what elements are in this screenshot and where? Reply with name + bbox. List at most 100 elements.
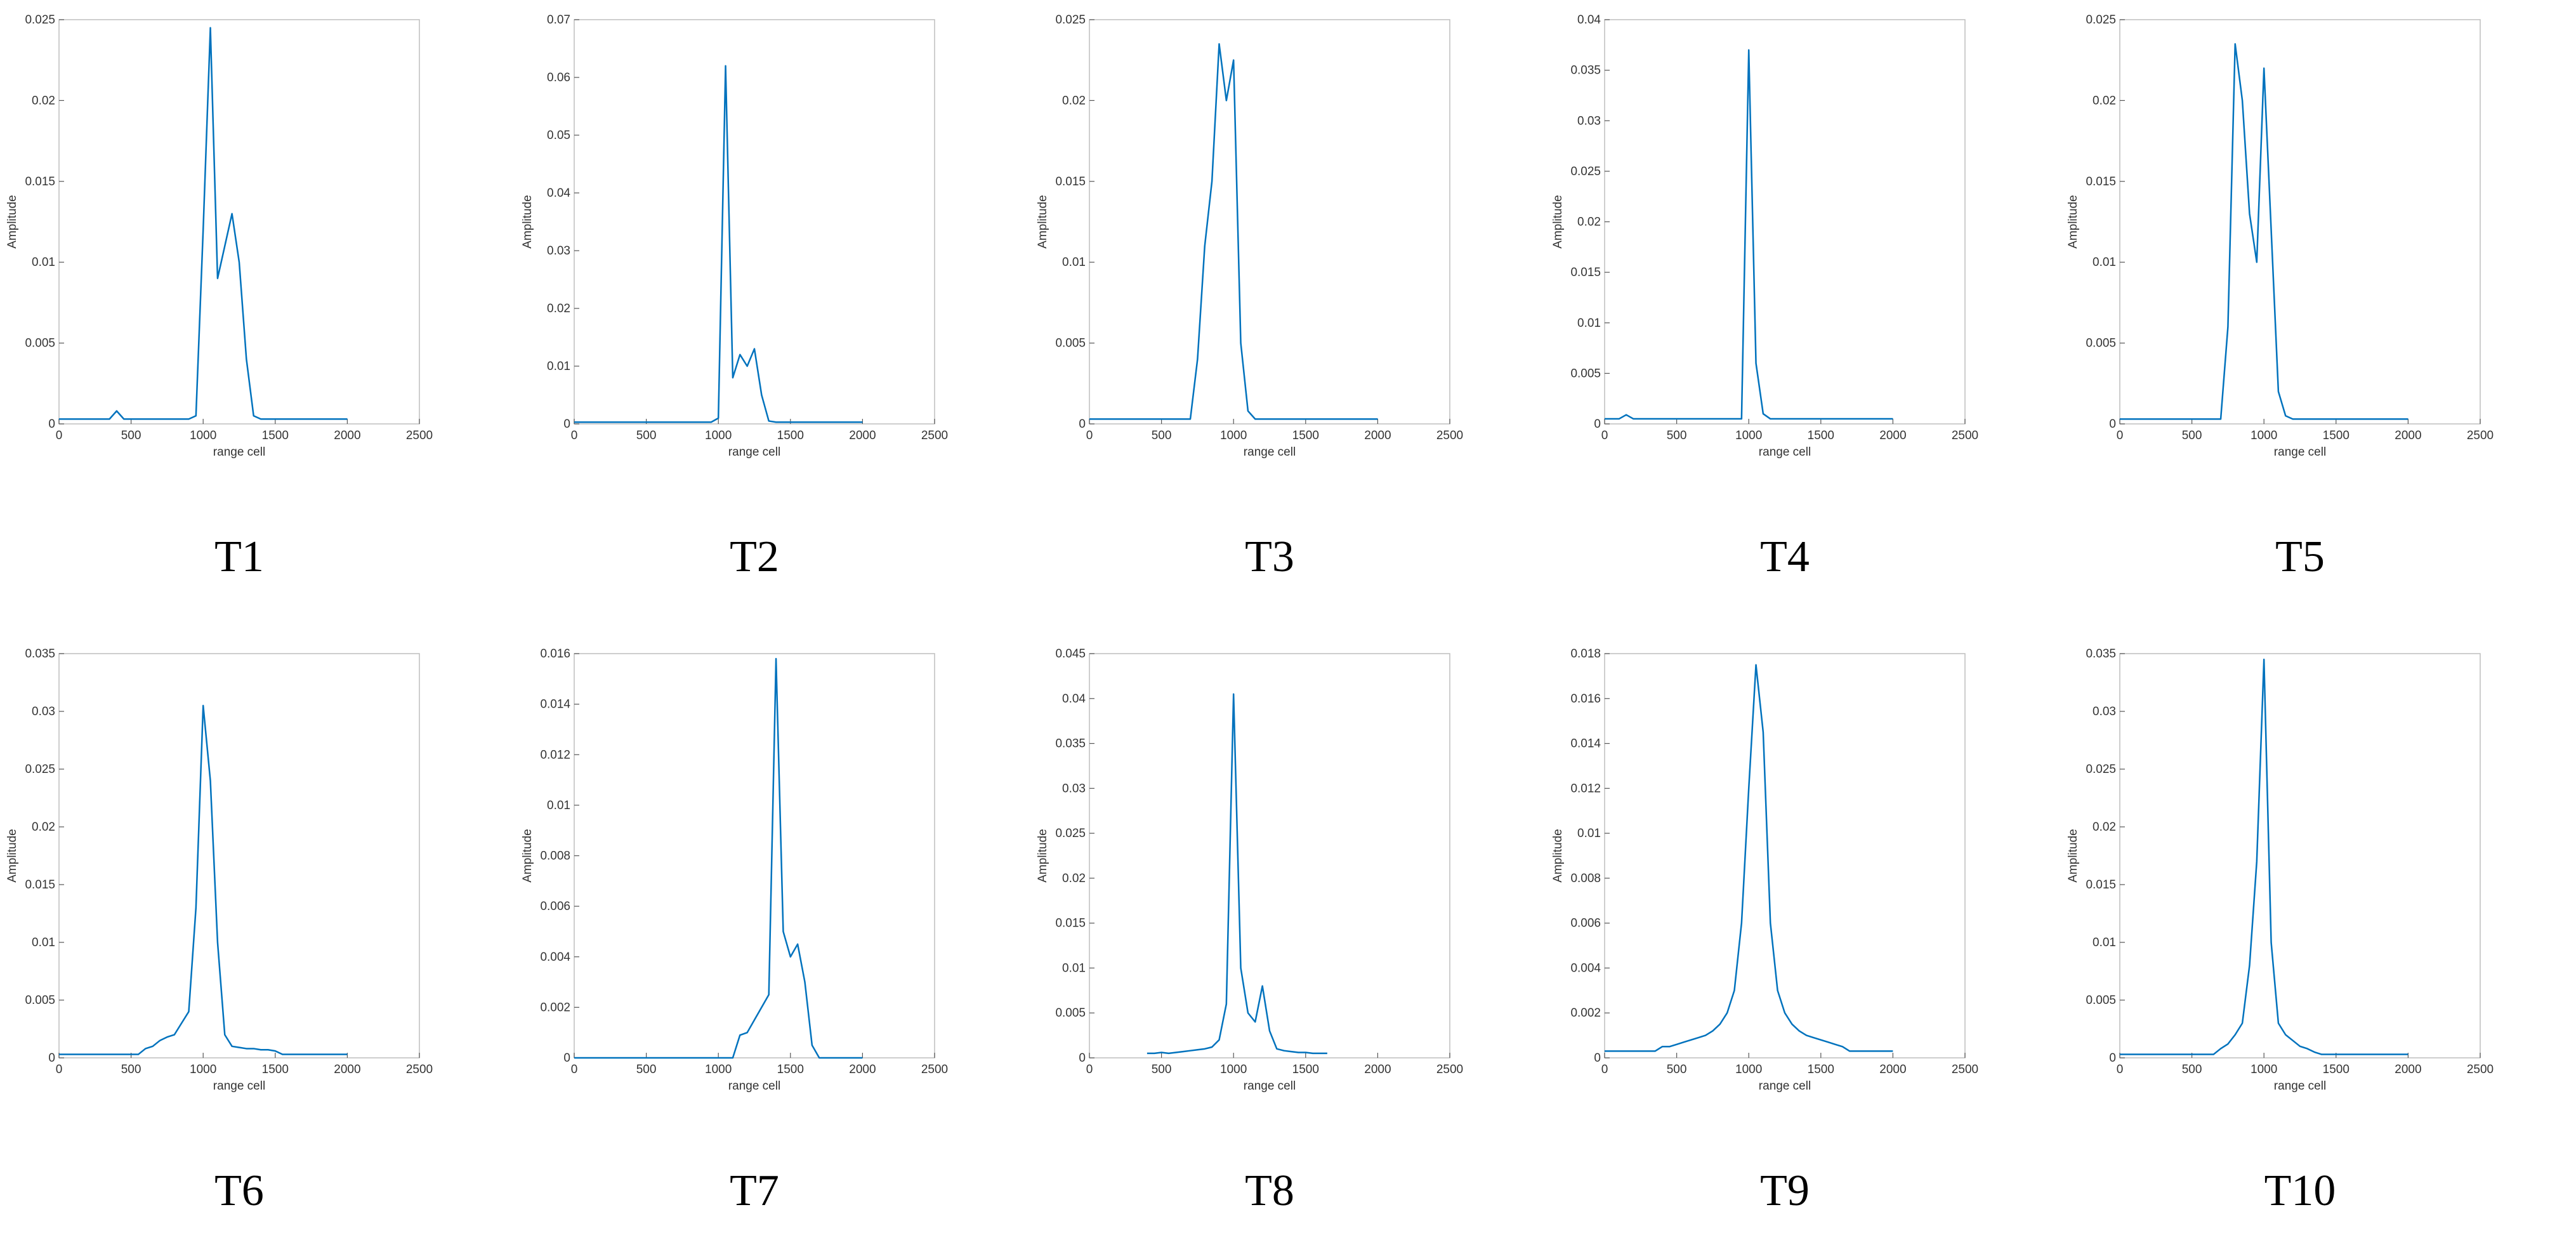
y-tick-label: 0.016: [1570, 692, 1601, 706]
x-tick-label: 2000: [334, 429, 360, 442]
y-tick-label: 0.002: [540, 1001, 570, 1014]
panel-caption: T3: [1245, 532, 1294, 581]
x-tick-label: 500: [2182, 429, 2202, 442]
x-tick-label: 2500: [1952, 1063, 1978, 1076]
y-tick-label: 0.03: [1577, 114, 1601, 128]
y-tick-label: 0.02: [2093, 94, 2116, 107]
signal-line: [1147, 693, 1327, 1055]
chart-panel: 0 0.005 0.01 0.015 0.02 0.025 0.03 0.035 0 500 100…: [2067, 647, 2494, 1215]
signal-line: [59, 27, 348, 420]
x-tick-label: 1000: [1220, 1063, 1247, 1076]
y-tick-label: 0: [1079, 418, 1086, 431]
x-tick-label: 2500: [921, 1063, 948, 1076]
y-tick-label: 0.035: [25, 647, 55, 661]
y-tick-label: 0: [2109, 418, 2116, 431]
chart-panel: 0 0.005 0.01 0.015 0.02 0.025 0 500 1000 1500 2000…: [1036, 13, 1463, 581]
x-axis-label: range cell: [1759, 445, 1811, 459]
x-tick-label: 2500: [1436, 429, 1463, 442]
panel-caption: T10: [2264, 1166, 2336, 1215]
chart-panel: 0 0.01 0.02 0.03 0.04 0.05 0.06 0.07 0 500 1000 150…: [521, 13, 948, 581]
x-axis-label: range cell: [2274, 445, 2326, 459]
y-tick-label: 0.035: [2086, 647, 2116, 661]
x-tick-label: 1000: [2251, 429, 2277, 442]
x-tick-label: 0: [56, 1063, 63, 1076]
x-tick-label: 1000: [1220, 429, 1247, 442]
chart-panel: 0 0.002 0.004 0.006 0.008 0.01 0.012 0.014 0.016…: [1551, 647, 1978, 1215]
panel-caption: T6: [214, 1166, 264, 1215]
y-tick-label: 0.025: [1055, 13, 1086, 27]
x-axis-label: range cell: [2274, 1079, 2326, 1093]
y-tick-label: 0.02: [1062, 94, 1086, 107]
x-tick-label: 0: [56, 429, 63, 442]
plot-area: [58, 19, 420, 425]
plot-area: [1089, 653, 1450, 1058]
y-tick-label: 0.025: [2086, 13, 2116, 27]
panel-caption: T9: [1760, 1166, 1810, 1215]
x-axis-label: range cell: [1244, 1079, 1296, 1093]
y-tick-label: 0.02: [32, 94, 55, 107]
y-axis-label: Amplitude: [1551, 195, 1565, 249]
y-tick-label: 0: [1079, 1052, 1086, 1065]
y-tick-label: 0.03: [2093, 705, 2116, 718]
y-tick-label: 0.005: [25, 994, 55, 1007]
y-axis-label: Amplitude: [521, 195, 534, 249]
y-tick-label: 0.014: [540, 698, 570, 711]
y-tick-label: 0.015: [2086, 878, 2116, 892]
x-tick-label: 500: [1152, 1063, 1172, 1076]
x-tick-label: 0: [2117, 429, 2124, 442]
panel-caption: T7: [730, 1166, 779, 1215]
y-tick-label: 0: [563, 1052, 570, 1065]
x-tick-label: 2000: [1364, 429, 1391, 442]
y-tick-label: 0.03: [547, 244, 570, 258]
x-tick-label: 2000: [849, 1063, 876, 1076]
y-tick-label: 0.035: [1570, 64, 1601, 77]
y-tick-label: 0.006: [1570, 917, 1601, 930]
y-tick-label: 0: [48, 1052, 55, 1065]
y-tick-label: 0.008: [1570, 872, 1601, 885]
signal-line: [1089, 43, 1378, 420]
y-axis-label: Amplitude: [6, 829, 19, 883]
plot-area: [574, 19, 935, 425]
y-tick-label: 0.04: [1062, 692, 1086, 706]
signal-line: [1605, 49, 1893, 420]
x-tick-label: 500: [1152, 429, 1172, 442]
chart-panel: 0 0.005 0.01 0.015 0.02 0.025 0.03 0.035 0.04 0 50…: [1551, 13, 1978, 581]
y-tick-label: 0: [2109, 1052, 2116, 1065]
plot-area: [1089, 19, 1450, 425]
y-tick-label: 0.05: [547, 129, 570, 142]
x-tick-label: 2500: [1952, 429, 1978, 442]
y-tick-label: 0.02: [32, 821, 55, 834]
x-tick-label: 0: [1601, 1063, 1608, 1076]
x-tick-label: 1500: [1292, 1063, 1319, 1076]
signal-line: [59, 704, 348, 1055]
y-tick-label: 0.005: [2086, 337, 2116, 350]
x-tick-label: 2000: [1879, 429, 1906, 442]
panel-caption: T2: [730, 532, 779, 581]
panel-caption: T5: [2275, 532, 2325, 581]
signal-line: [574, 65, 863, 423]
x-axis-label: range cell: [728, 445, 780, 459]
signal-line: [1605, 664, 1893, 1052]
x-tick-label: 1000: [2251, 1063, 2277, 1076]
x-tick-label: 500: [121, 1063, 141, 1076]
x-tick-label: 0: [571, 1063, 578, 1076]
x-tick-label: 1000: [1735, 429, 1762, 442]
y-axis-label: Amplitude: [521, 829, 534, 883]
y-tick-label: 0.04: [547, 187, 570, 200]
x-axis-label: range cell: [213, 445, 265, 459]
y-tick-label: 0.004: [1570, 961, 1601, 975]
x-tick-label: 2000: [334, 1063, 360, 1076]
y-tick-label: 0.01: [32, 936, 55, 949]
y-tick-label: 0.006: [540, 900, 570, 913]
y-tick-label: 0.02: [1062, 872, 1086, 885]
x-tick-label: 0: [1086, 1063, 1093, 1076]
y-axis-label: Amplitude: [2067, 195, 2080, 249]
x-axis-label: range cell: [728, 1079, 780, 1093]
x-tick-label: 0: [571, 429, 578, 442]
y-tick-label: 0.07: [547, 13, 570, 27]
x-tick-label: 1500: [777, 429, 804, 442]
x-axis-label: range cell: [1759, 1079, 1811, 1093]
y-tick-label: 0.025: [25, 763, 55, 776]
y-tick-label: 0.005: [1055, 1006, 1086, 1020]
x-tick-label: 2500: [921, 429, 948, 442]
